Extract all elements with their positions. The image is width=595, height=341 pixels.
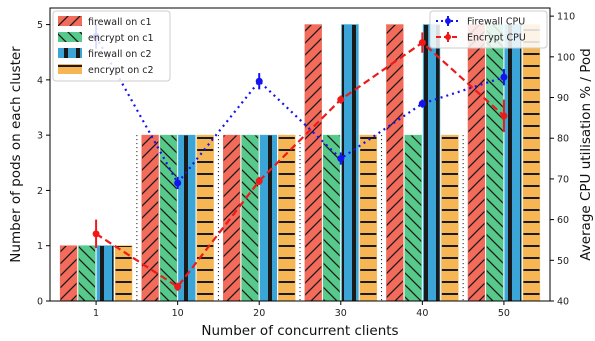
bar-firewall-on-c2-1 (96, 245, 114, 302)
legend-label-encrypt-on-c1: encrypt on c1 (88, 33, 154, 44)
point-encrypt-cpu-30 (337, 96, 345, 104)
bar-encrypt-on-c1-50 (486, 24, 504, 302)
x-tick-label: 1 (93, 308, 99, 319)
x-axis-label: Number of concurrent clients (201, 323, 398, 339)
bar-encrypt-on-c2-30 (359, 134, 377, 302)
y-tick-label-left: 1 (37, 241, 43, 252)
bar-firewall-on-c1-50 (467, 24, 486, 302)
legend-lines: Firewall CPU Encrypt CPU (429, 10, 548, 49)
line-encrypt-cpu (95, 41, 505, 289)
bar-firewall-on-c2-50 (504, 24, 522, 302)
bar-firewall-on-c1-10 (141, 134, 159, 302)
y-tick-label-left: 5 (37, 20, 43, 31)
bar-encrypt-on-c1-30 (322, 134, 341, 302)
legend-bars-frame (52, 10, 171, 82)
legend-swatch-encrypt-on-c2 (58, 64, 82, 74)
y-tick-label-left: 4 (37, 75, 43, 86)
legend-label-encrypt-cpu: Encrypt CPU (467, 33, 526, 44)
y-tick-label-right: 80 (557, 134, 569, 145)
point-firewall-cpu-20 (255, 77, 263, 85)
bar-encrypt-on-c1-40 (404, 134, 422, 302)
bar-encrypt-on-c2-1 (114, 245, 133, 302)
bar-firewall-on-c1-1 (59, 245, 78, 302)
point-encrypt-cpu-1 (92, 230, 100, 238)
y-tick-label-left: 3 (37, 131, 43, 142)
legend-bars: firewall on c1 encrypt on c1 firewall on c… (52, 10, 171, 82)
plot-frame (49, 7, 551, 302)
bar-firewall-on-c2-30 (341, 24, 359, 302)
legend-swatch-firewall-on-c2 (58, 48, 82, 58)
bar-encrypt-on-c2-50 (522, 24, 541, 302)
y-tick-label-right: 90 (557, 93, 569, 104)
legend-label-encrypt-on-c2: encrypt on c2 (88, 65, 154, 76)
point-encrypt-cpu-50 (500, 112, 508, 120)
legend-marker-firewall-cpu (445, 18, 451, 24)
legend-lines-frame (429, 10, 548, 49)
bar-firewall-on-c1-30 (304, 24, 322, 302)
legend-label-firewall-on-c1: firewall on c1 (88, 17, 152, 28)
x-tick-label: 50 (498, 308, 510, 319)
legend-swatch-encrypt-on-c1 (58, 32, 82, 42)
bar-encrypt-on-c1-1 (78, 245, 96, 302)
y-axis-label-right: Average CPU utilisation % / Pod (578, 48, 594, 260)
x-tick-label: 40 (416, 308, 428, 319)
y-tick-label-right: 110 (557, 12, 575, 23)
y-tick-label-left: 0 (37, 297, 43, 308)
bars-layer (59, 24, 541, 302)
x-tick-label: 20 (253, 308, 265, 319)
point-encrypt-cpu-40 (418, 39, 426, 47)
point-firewall-cpu-30 (337, 155, 345, 163)
bar-firewall-on-c1-20 (223, 134, 241, 302)
y-tick-label-right: 40 (557, 297, 569, 308)
x-tick-label: 10 (172, 308, 184, 319)
bar-encrypt-on-c1-20 (241, 134, 259, 302)
point-encrypt-cpu-20 (255, 177, 263, 185)
legend-label-firewall-on-c2: firewall on c2 (88, 49, 152, 60)
line-firewall-cpu (95, 35, 505, 185)
bar-encrypt-on-c2-10 (196, 134, 214, 302)
y-tick-label-left: 2 (37, 186, 43, 197)
y-tick-label-right: 100 (557, 52, 575, 63)
legend-marker-encrypt-cpu (445, 34, 451, 40)
bar-encrypt-on-c2-40 (441, 134, 459, 302)
legend-label-firewall-cpu: Firewall CPU (467, 17, 525, 28)
legend-swatch-firewall-on-c1 (58, 16, 82, 26)
x-tick-label: 30 (335, 308, 347, 319)
point-firewall-cpu-40 (418, 100, 426, 108)
point-firewall-cpu-10 (174, 179, 182, 187)
y-tick-label-right: 50 (557, 256, 569, 267)
point-encrypt-cpu-10 (174, 283, 182, 291)
bar-encrypt-on-c2-20 (278, 134, 296, 302)
bar-firewall-on-c1-40 (386, 24, 404, 302)
y-axis-label-left: Number of pods on each cluster (8, 46, 24, 263)
bar-firewall-on-c2-40 (422, 24, 441, 302)
point-firewall-cpu-50 (500, 73, 508, 81)
y-tick-label-right: 70 (557, 174, 569, 185)
y-tick-label-right: 60 (557, 215, 569, 226)
bar-firewall-on-c2-20 (259, 134, 278, 302)
